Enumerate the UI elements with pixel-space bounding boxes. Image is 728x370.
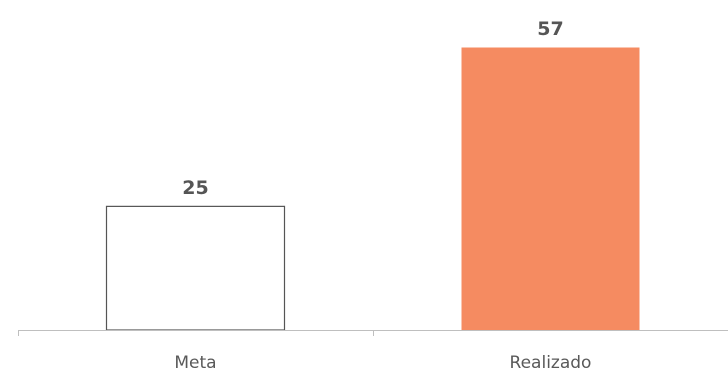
value-labels-group: 25 57 bbox=[182, 18, 563, 199]
category-labels-group: Meta Realizado bbox=[174, 353, 591, 370]
x-axis bbox=[18, 330, 728, 336]
bars-group bbox=[105, 47, 640, 331]
bar-realizado bbox=[461, 47, 640, 330]
data-label-meta: 25 bbox=[182, 177, 208, 199]
category-label-realizado: Realizado bbox=[510, 353, 592, 370]
data-label-realizado: 57 bbox=[537, 18, 563, 40]
bar-meta bbox=[105, 205, 286, 331]
category-label-meta: Meta bbox=[174, 353, 216, 370]
